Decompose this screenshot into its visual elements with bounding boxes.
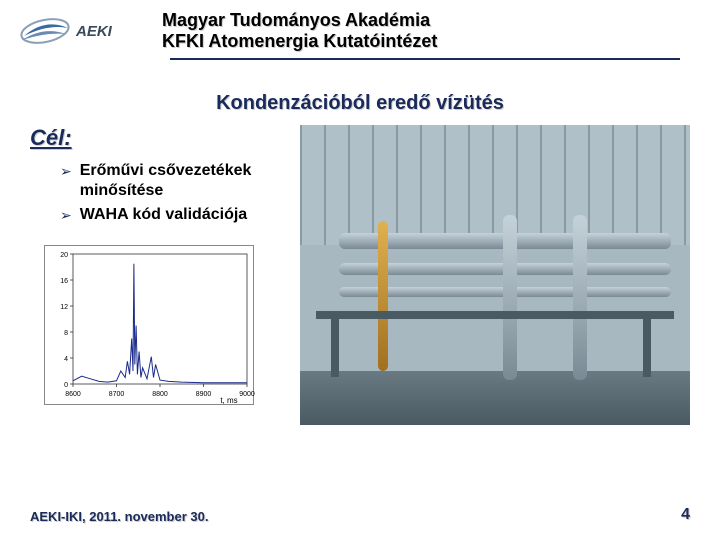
logo-text: AEKI [76, 23, 112, 40]
content: Cél: ➢ Erőművi csővezetékek minősítése ➢… [0, 125, 720, 425]
header-underline [170, 58, 680, 60]
slide-title: Kondenzációból eredő vízütés [0, 92, 720, 115]
chart-svg: 0 4 8 12 16 20 8600 8700 8800 8900 9000t, ms [45, 246, 255, 406]
header-titles: Magyar Tudományos Akadémia KFKI Atomener… [150, 10, 700, 52]
list-item: ➢ Erőművi csővezetékek minősítése [60, 161, 280, 201]
list-item: ➢ WAHA kód validációja [60, 205, 280, 225]
pressure-chart: 0 4 8 12 16 20 8600 8700 8800 8900 9000t, ms [44, 245, 254, 405]
goal-heading: Cél: [30, 125, 280, 151]
bullet-list: ➢ Erőművi csővezetékek minősítése ➢ WAHA… [30, 161, 280, 225]
bullet-text: Erőművi csővezetékek minősítése [80, 161, 280, 201]
logo: AEKI [20, 13, 150, 49]
photo-wall [300, 125, 690, 245]
logo-swoosh-icon [20, 16, 70, 46]
left-column: Cél: ➢ Erőművi csővezetékek minősítése ➢… [30, 125, 280, 425]
svg-text:16: 16 [60, 278, 68, 285]
bullet-icon: ➢ [60, 207, 72, 224]
org-name-1: Magyar Tudományos Akadémia [162, 10, 700, 31]
pipe [573, 215, 587, 380]
svg-text:4: 4 [64, 356, 68, 363]
svg-text:9000: 9000 [239, 391, 255, 398]
photo-floor [300, 371, 690, 425]
footer-text: AEKI-IKI, 2011. november 30. [30, 509, 208, 524]
footer: AEKI-IKI, 2011. november 30. 4 [30, 506, 690, 524]
svg-text:12: 12 [60, 304, 68, 311]
pipe [503, 215, 517, 380]
svg-text:8800: 8800 [152, 391, 168, 398]
org-name-2: KFKI Atomenergia Kutatóintézet [162, 31, 700, 52]
svg-text:t, ms: t, ms [220, 396, 237, 405]
rig-photo [300, 125, 690, 425]
bullet-icon: ➢ [60, 163, 72, 180]
svg-text:0: 0 [64, 382, 68, 389]
frame [316, 311, 675, 319]
svg-text:20: 20 [60, 252, 68, 259]
header: AEKI Magyar Tudományos Akadémia KFKI Ato… [0, 0, 720, 52]
svg-text:8: 8 [64, 330, 68, 337]
svg-text:8900: 8900 [196, 391, 212, 398]
frame [643, 311, 651, 377]
frame [331, 311, 339, 377]
svg-text:8600: 8600 [65, 391, 81, 398]
page-number: 4 [681, 506, 690, 524]
pipe [378, 221, 388, 371]
svg-text:8700: 8700 [109, 391, 125, 398]
bullet-text: WAHA kód validációja [80, 205, 247, 225]
